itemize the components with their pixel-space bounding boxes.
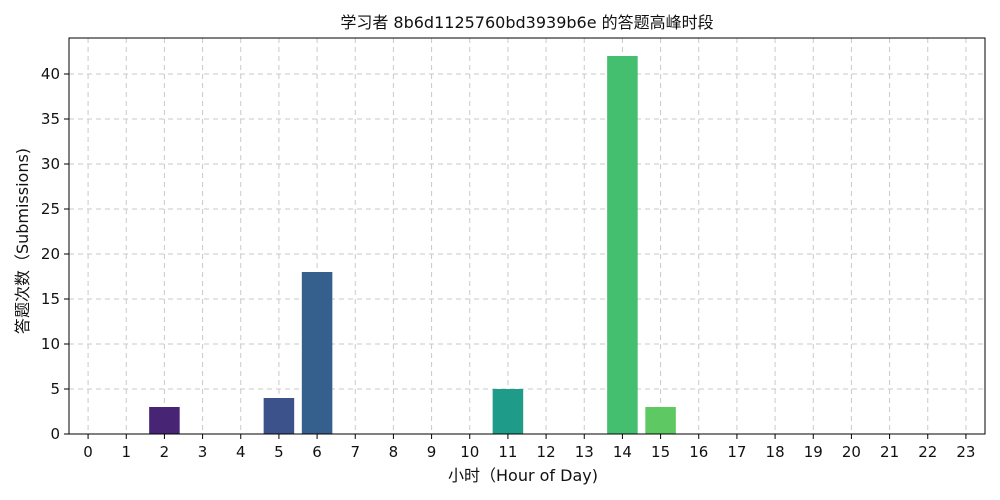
bar-hour-2 — [149, 407, 180, 434]
x-tick-label: 3 — [198, 443, 208, 461]
y-tick-label: 5 — [50, 380, 60, 398]
bar-hour-5 — [263, 398, 295, 434]
chart-title: 学习者 8b6d1125760bd3939b6e 的答题高峰时段 — [340, 13, 713, 32]
x-tick-label: 19 — [804, 443, 823, 461]
bar-hour-11 — [492, 389, 524, 434]
x-tick-label: 7 — [350, 443, 360, 461]
bar-hour-6 — [301, 272, 333, 434]
bars — [149, 56, 676, 434]
y-tick-label: 15 — [41, 290, 60, 308]
y-tick-label: 30 — [41, 155, 60, 173]
y-tick-label: 25 — [41, 200, 60, 218]
y-tick-label: 40 — [41, 65, 60, 83]
x-tick-label: 13 — [575, 443, 594, 461]
x-tick-label: 20 — [842, 443, 861, 461]
x-axis-label: 小时（Hour of Day) — [448, 466, 598, 485]
x-axis-ticks: 0 1 2 3 4 5 6 7 8 9 10 11 12 13 14 15 16 17 18 19 20 21 22 23 — [83, 434, 975, 461]
y-tick-label: 20 — [41, 245, 60, 263]
y-axis-label: 答题次数（Submissions) — [13, 148, 32, 334]
x-tick-label: 14 — [613, 443, 632, 461]
x-tick-label: 11 — [498, 443, 517, 461]
y-axis-ticks: 0 5 10 15 20 25 30 35 40 — [41, 65, 69, 443]
x-tick-label: 12 — [537, 443, 556, 461]
y-tick-label: 0 — [50, 425, 60, 443]
bar-hour-14 — [607, 56, 638, 434]
x-tick-label: 18 — [766, 443, 785, 461]
x-tick-label: 4 — [236, 443, 246, 461]
x-tick-label: 9 — [427, 443, 437, 461]
grid — [69, 38, 985, 435]
x-tick-label: 6 — [312, 443, 322, 461]
x-tick-label: 2 — [160, 443, 170, 461]
x-tick-label: 22 — [918, 443, 937, 461]
plot-frame — [68, 37, 986, 435]
x-tick-label: 8 — [389, 443, 399, 461]
x-tick-label: 15 — [651, 443, 670, 461]
bar-hour-15 — [645, 407, 676, 434]
x-tick-label: 5 — [274, 443, 284, 461]
x-tick-label: 1 — [121, 443, 131, 461]
x-tick-label: 0 — [83, 443, 93, 461]
x-tick-label: 10 — [460, 443, 479, 461]
x-tick-label: 23 — [956, 443, 975, 461]
x-tick-label: 16 — [689, 443, 708, 461]
y-tick-label: 35 — [41, 110, 60, 128]
y-tick-label: 10 — [41, 335, 60, 353]
x-tick-label: 21 — [880, 443, 899, 461]
x-tick-label: 17 — [727, 443, 746, 461]
